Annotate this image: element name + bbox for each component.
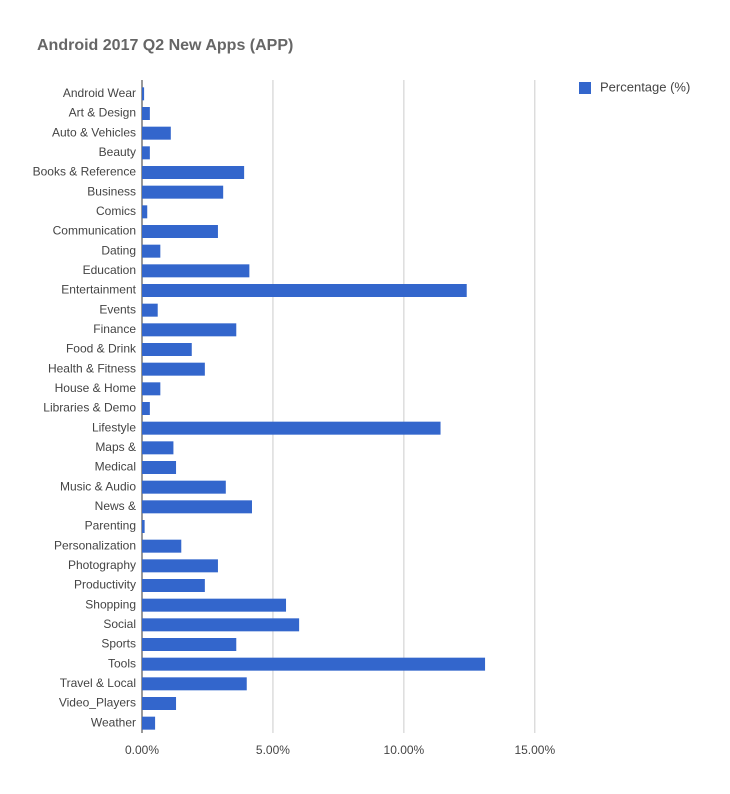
bar xyxy=(142,402,150,415)
x-tick-label: 5.00% xyxy=(256,743,290,757)
bar xyxy=(142,520,145,533)
y-tick-label: Art & Design xyxy=(69,106,136,120)
y-tick-label: Comics xyxy=(96,204,136,218)
bar xyxy=(142,362,205,376)
y-tick-label: Lifestyle xyxy=(92,420,136,434)
bar xyxy=(142,284,467,297)
bar xyxy=(142,579,205,592)
bar xyxy=(142,205,148,219)
y-tick-label: Auto & Vehicles xyxy=(52,125,136,139)
x-tick-label: 0.00% xyxy=(125,743,159,757)
y-tick-label: Events xyxy=(99,302,136,316)
legend-label: Percentage (%) xyxy=(600,79,690,94)
bar xyxy=(142,303,158,317)
y-tick-label: Travel & Local xyxy=(60,676,136,690)
y-tick-label: Social xyxy=(103,617,136,631)
y-tick-label: Personalization xyxy=(54,538,136,552)
y-tick-label: Tools xyxy=(108,656,136,670)
bar xyxy=(142,657,486,671)
bar xyxy=(142,618,300,632)
bar xyxy=(142,323,237,337)
y-tick-label: Android Wear xyxy=(63,86,136,100)
y-tick-label: Parenting xyxy=(85,519,136,533)
bar xyxy=(142,677,247,691)
bar xyxy=(142,697,177,710)
y-tick-label: Video_Players xyxy=(59,696,136,710)
bar xyxy=(142,107,150,120)
bar xyxy=(142,264,250,278)
y-tick-label: Entertainment xyxy=(61,283,136,297)
bar xyxy=(142,559,218,573)
bar xyxy=(142,598,287,612)
bar xyxy=(142,382,161,396)
y-tick-label: Medical xyxy=(95,460,136,474)
bar xyxy=(142,225,218,238)
bar xyxy=(142,146,150,160)
y-tick-label: Health & Fitness xyxy=(48,361,136,375)
y-tick-label: Beauty xyxy=(99,145,136,159)
y-tick-label: Shopping xyxy=(85,597,136,611)
y-tick-label: Finance xyxy=(93,322,136,336)
y-tick-label: Libraries & Demo xyxy=(43,401,136,415)
y-tick-label: Communication xyxy=(53,224,136,238)
y-tick-label: Productivity xyxy=(74,578,136,592)
y-tick-label: Sports xyxy=(101,637,136,651)
bar xyxy=(142,539,182,553)
y-tick-label: House & Home xyxy=(55,381,137,395)
chart-title: Android 2017 Q2 New Apps (APP) xyxy=(37,37,293,54)
legend-swatch xyxy=(579,82,591,94)
bar xyxy=(142,87,145,101)
y-tick-label: Books & Reference xyxy=(33,165,137,179)
y-tick-label: Food & Drink xyxy=(66,342,137,356)
y-tick-label: Maps & xyxy=(95,440,136,454)
bar xyxy=(142,638,237,651)
bar xyxy=(142,461,177,474)
y-tick-label: News & xyxy=(95,499,136,513)
bar xyxy=(142,343,192,356)
bar xyxy=(142,421,441,435)
y-tick-label: Business xyxy=(87,184,136,198)
x-tick-label: 15.00% xyxy=(514,743,555,757)
y-tick-label: Education xyxy=(83,263,136,277)
bar xyxy=(142,185,224,199)
y-tick-label: Weather xyxy=(91,715,136,729)
bar xyxy=(142,244,161,258)
bar xyxy=(142,480,226,494)
bar xyxy=(142,500,252,514)
y-tick-label: Music & Audio xyxy=(60,479,136,493)
y-tick-label: Dating xyxy=(101,243,136,257)
bar xyxy=(142,126,171,140)
y-tick-label: Photography xyxy=(68,558,136,572)
x-tick-label: 10.00% xyxy=(384,743,425,757)
bar xyxy=(142,441,174,455)
bar xyxy=(142,166,245,179)
bar xyxy=(142,716,156,730)
